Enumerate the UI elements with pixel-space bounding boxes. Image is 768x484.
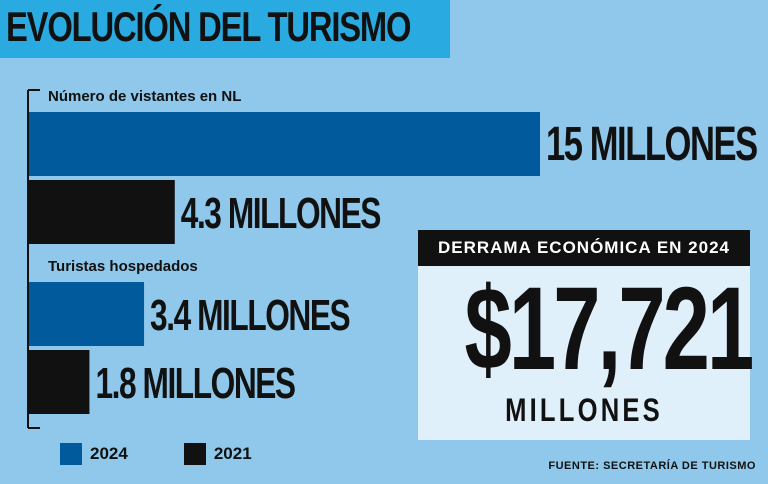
source-note: FUENTE: SECRETARÍA DE TURISMO bbox=[548, 460, 756, 472]
title-bar: EVOLUCIÓN DEL TURISMO bbox=[0, 0, 450, 58]
derrama-value: $17,721 bbox=[464, 263, 754, 395]
derrama-header: DERRAMA ECONÓMICA EN 2024 bbox=[418, 230, 750, 266]
bar-value-label-0-2024: 15 MILLONES bbox=[546, 116, 757, 170]
legend-swatch-2024 bbox=[60, 443, 82, 465]
bar-1-2024 bbox=[28, 282, 145, 346]
bar-value-label-0-2021: 4.3 MILLONES bbox=[181, 189, 381, 238]
group-label-0: Número de vistantes en NL bbox=[48, 88, 241, 105]
bar-value-label-1-2024: 3.4 MILLONES bbox=[150, 291, 350, 340]
legend-item-2021: 2021 bbox=[183, 443, 252, 465]
legend-item-2024: 2024 bbox=[60, 443, 128, 465]
legend-swatch-2021 bbox=[183, 443, 206, 465]
legend-label-2021: 2021 bbox=[213, 444, 252, 463]
chart-title: EVOLUCIÓN DEL TURISMO bbox=[6, 3, 412, 50]
derrama-unit: MILLONES bbox=[505, 392, 663, 428]
legend-label-2024: 2024 bbox=[90, 444, 128, 463]
bar-value-label-1-2021: 1.8 MILLONES bbox=[95, 359, 295, 408]
bar-1-2021 bbox=[28, 350, 90, 414]
legend: 2024 2021 bbox=[60, 443, 308, 465]
group-label-1: Turistas hospedados bbox=[48, 258, 198, 275]
bar-0-2021 bbox=[28, 180, 175, 244]
derrama-panel: DERRAMA ECONÓMICA EN 2024 $17,721 MILLON… bbox=[418, 230, 754, 440]
bar-0-2024 bbox=[28, 112, 540, 176]
